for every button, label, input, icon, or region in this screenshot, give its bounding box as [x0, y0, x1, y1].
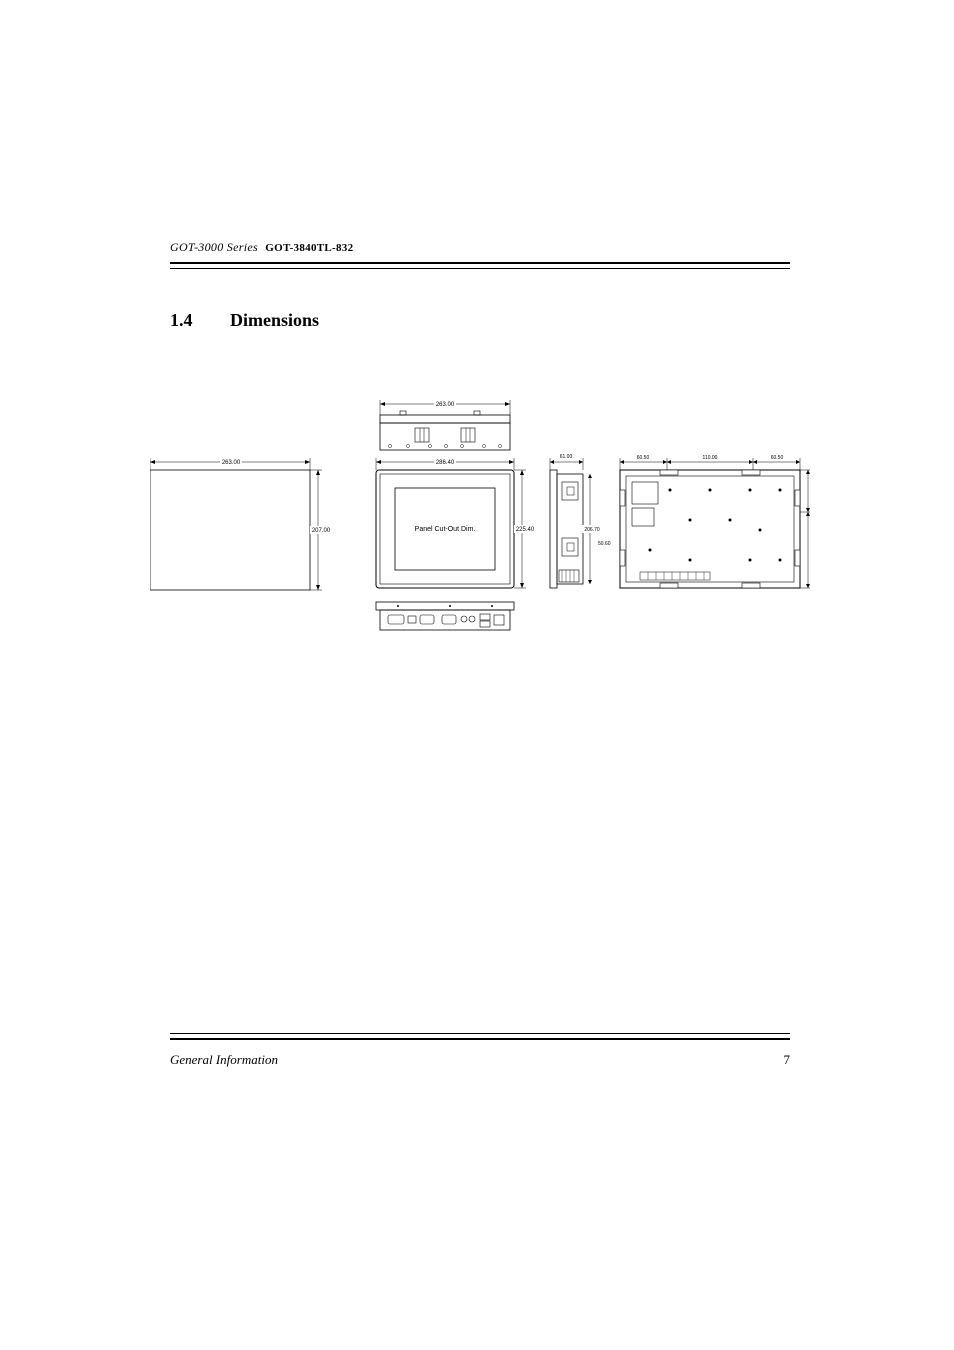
dim-front-main-w: 286.40: [436, 460, 455, 466]
front-main-view: Panel Cut-Out Dim. 286.40 225.40: [376, 458, 536, 588]
dimensions-figure: 263.00 207.00: [150, 390, 810, 650]
header-rule-thin: [170, 268, 790, 269]
front-outline-view: 263.00 207.00: [150, 458, 332, 590]
side-view: 61.00 206.70 50.60: [550, 454, 611, 588]
footer-left: General Information: [170, 1052, 278, 1067]
page-footer: General Information 7: [170, 1052, 790, 1068]
page: GOT-3000 Series GOT-3840TL-832 1.4 Dimen…: [0, 0, 954, 1350]
section-title: Dimensions: [230, 310, 319, 331]
footer-rule-thick: [170, 1038, 790, 1040]
top-view: 263.00: [380, 400, 510, 450]
page-header: GOT-3000 Series GOT-3840TL-832: [170, 240, 790, 255]
section-number: 1.4: [170, 310, 193, 331]
dim-rear-l1: 60.50: [637, 455, 650, 461]
footer-page-number: 7: [784, 1052, 791, 1068]
panel-cutout-label: Panel Cut-Out Dim.: [415, 526, 476, 533]
dim-side-depth: 61.00: [560, 454, 573, 460]
header-model: GOT-3840TL-832: [265, 242, 353, 254]
bottom-ports-view: [376, 602, 514, 630]
dim-side-offset: 50.60: [598, 541, 611, 547]
dim-top-w: 263.00: [436, 402, 455, 408]
dim-side-h: 206.70: [584, 527, 600, 533]
dim-front-outline-h: 207.00: [312, 528, 331, 534]
dim-front-main-h: 225.40: [516, 527, 535, 533]
header-rule-thick: [170, 262, 790, 264]
rear-view: 60.50 110.00 60.50 53.50 100.00: [620, 455, 810, 588]
dim-rear-l2: 110.00: [703, 455, 718, 461]
footer-rule-thin: [170, 1033, 790, 1034]
header-series: GOT-3000 Series: [170, 240, 258, 254]
dim-front-outline-w: 263.00: [222, 460, 241, 466]
dim-rear-l3: 60.50: [771, 455, 784, 461]
